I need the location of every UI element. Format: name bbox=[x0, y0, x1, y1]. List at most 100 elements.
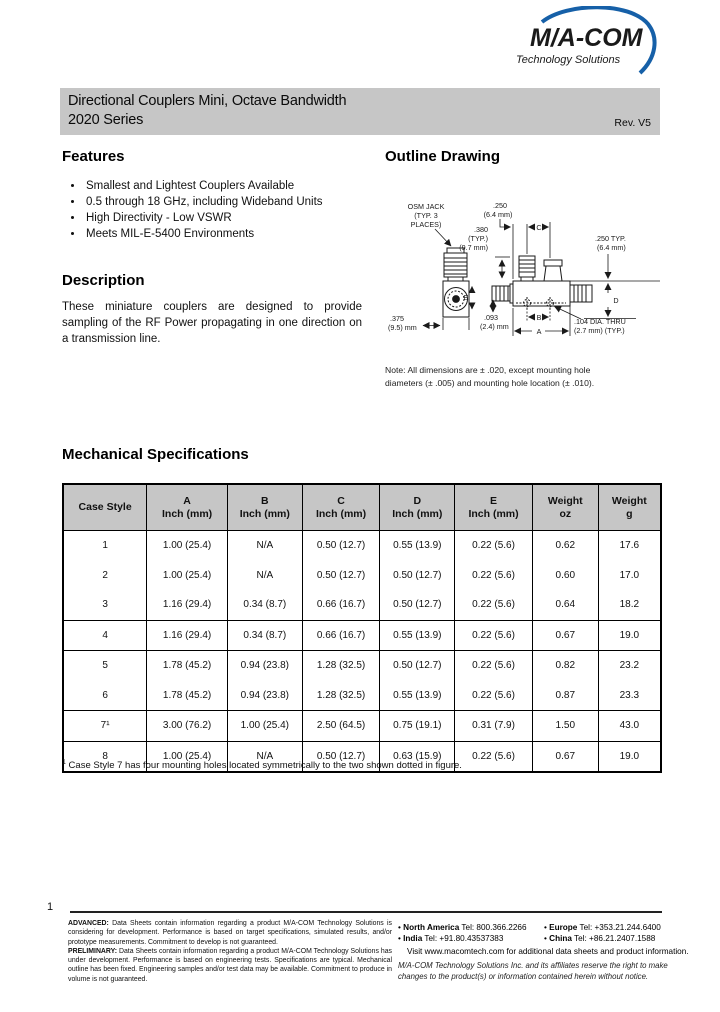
table-cell: 1.00 (25.4) bbox=[146, 530, 228, 561]
table-cell: 3.00 (76.2) bbox=[146, 710, 228, 741]
dim-104-label: .104 DIA. THRU bbox=[574, 317, 626, 326]
dim-a-label: A bbox=[537, 327, 542, 336]
column-header: D Inch (mm) bbox=[379, 484, 455, 531]
features-heading: Features bbox=[62, 148, 125, 165]
contact-india: • India Tel: +91.80.43537383 bbox=[398, 933, 544, 944]
footer-legal: M/A-COM Technology Solutions Inc. and it… bbox=[398, 961, 668, 981]
table-cell: 0.64 bbox=[531, 590, 599, 620]
table-cell: 0.50 (12.7) bbox=[301, 740, 380, 772]
advanced-text: Data Sheets contain information regardin… bbox=[68, 920, 392, 946]
description-body: These miniature couplers are designed to… bbox=[62, 300, 362, 345]
table-cell: 1.00 (25.4) bbox=[226, 710, 303, 741]
table-cell: 17.0 bbox=[597, 560, 661, 590]
dim-380-label: .380 bbox=[474, 225, 488, 234]
table-cell: 1.28 (32.5) bbox=[301, 680, 380, 711]
table-cell: 0.87 bbox=[531, 680, 599, 711]
contact-tel: Tel: +91.80.43537383 bbox=[424, 934, 504, 943]
table-cell: 1.78 (45.2) bbox=[146, 680, 228, 711]
table-cell: 1.16 (29.4) bbox=[146, 590, 228, 620]
preliminary-label: PRELIMINARY: bbox=[68, 947, 117, 955]
advanced-paragraph: ADVANCED: Data Sheets contain informatio… bbox=[68, 919, 392, 947]
table-cell: 8 bbox=[63, 740, 147, 772]
bullet-icon: • bbox=[544, 923, 547, 932]
table-cell: 0.50 (12.7) bbox=[301, 560, 380, 590]
dim-c-label: C bbox=[536, 223, 541, 232]
contact-region: China bbox=[549, 934, 572, 943]
table-cell: 0.66 (16.7) bbox=[301, 619, 380, 651]
contact-tel: Tel: +86.21.2407.1588 bbox=[574, 934, 656, 943]
dim-104-mm-label: (2.7 mm) (TYP.) bbox=[574, 326, 625, 335]
dim-250typ-label: .250 TYP. bbox=[595, 234, 626, 243]
contacts-row: • North America Tel: 800.366.2266 • Euro… bbox=[398, 922, 666, 933]
dim-d-label: D bbox=[613, 296, 618, 305]
table-cell: 1 bbox=[102, 540, 108, 552]
table-cell: 0.22 (5.6) bbox=[454, 619, 533, 651]
column-header: B Inch (mm) bbox=[226, 484, 303, 531]
mech-specs-heading: Mechanical Specifications bbox=[62, 446, 249, 463]
macom-logo-icon: M/A-COM Technology Solutions bbox=[516, 5, 657, 75]
table-cell: 1.28 (32.5) bbox=[301, 650, 380, 681]
table-cell: 0.50 (12.7) bbox=[379, 590, 455, 620]
table-cell: 5 bbox=[63, 650, 147, 681]
dim-250-label: .250 bbox=[493, 201, 507, 210]
drawing-note: Note: All dimensions are ± .020, except … bbox=[385, 364, 685, 389]
table-cell: 1.50 bbox=[531, 710, 599, 741]
contact-tel: Tel: +353.21.244.6400 bbox=[579, 923, 661, 932]
contact-china: • China Tel: +86.21.2407.1588 bbox=[544, 933, 666, 944]
contact-north-america: • North America Tel: 800.366.2266 bbox=[398, 922, 544, 933]
dim-250-mm-label: (6.4 mm) bbox=[484, 210, 513, 219]
table-cell: 1.00 (25.4) bbox=[146, 560, 228, 590]
dim-380-typ-label: (TYP.) bbox=[468, 234, 488, 243]
title-bar: Directional Couplers Mini, Octave Bandwi… bbox=[60, 88, 660, 135]
table-cell: N/A bbox=[226, 560, 303, 590]
bullet-icon: • bbox=[544, 934, 547, 943]
doc-title-line2: 2020 Series bbox=[68, 112, 144, 128]
table-cell: 0.55 (13.9) bbox=[379, 680, 455, 711]
dim-093-label: .093 bbox=[484, 313, 498, 322]
footer-contacts: • North America Tel: 800.366.2266 • Euro… bbox=[398, 922, 689, 957]
table-cell: 1.00 (25.4) bbox=[146, 740, 228, 772]
table-cell: 0.55 (13.9) bbox=[379, 619, 455, 651]
preliminary-paragraph: PRELIMINARY: Data Sheets contain informa… bbox=[68, 947, 392, 984]
table-cell: 19.0 bbox=[597, 619, 661, 651]
dim-380-mm-label: (9.7 mm) bbox=[459, 243, 488, 252]
table-cell: 0.67 bbox=[531, 740, 599, 772]
footer-fineprint: ADVANCED: Data Sheets contain informatio… bbox=[68, 919, 392, 984]
table-row: 3 1.16 (29.4) 0.34 (8.7) 0.66 (16.7) 0.50 (1… bbox=[63, 590, 661, 620]
outline-drawing: OSM JACK (TYP. 3 PLACES) .250 (6.4 mm) .… bbox=[388, 201, 660, 336]
drawing-note-line2: diameters (± .005) and mounting hole loc… bbox=[385, 377, 595, 388]
table-cell: 0.34 (8.7) bbox=[226, 619, 303, 651]
visit-line: Visit www.macomtech.com for additional d… bbox=[407, 947, 689, 956]
bullet-icon: • bbox=[398, 923, 401, 932]
coupler-side-view bbox=[491, 255, 593, 309]
contact-region: India bbox=[403, 934, 423, 943]
outline-heading: Outline Drawing bbox=[385, 148, 501, 165]
table-cell: N/A bbox=[226, 740, 303, 772]
footnote-text: Case Style 7 has four mounting holes loc… bbox=[65, 760, 462, 772]
column-header: C Inch (mm) bbox=[301, 484, 380, 531]
table-cell: 0.50 (12.7) bbox=[379, 560, 455, 590]
table-row: 8 1.00 (25.4) N/A 0.50 (12.7) 0.63 (15.9) 0.2… bbox=[63, 740, 661, 772]
dim-b-label: B bbox=[537, 313, 542, 322]
table-cell: 0.63 (15.9) bbox=[379, 740, 455, 772]
table-cell: 1.78 (45.2) bbox=[146, 650, 228, 681]
revision-label: Rev. V5 bbox=[614, 117, 651, 129]
spec-table: Case Style A Inch (mm) B Inch (mm) C Inch (mm)… bbox=[62, 483, 662, 773]
feature-item: Smallest and Lightest Couplers Available bbox=[84, 179, 364, 195]
osm-jack-label: OSM JACK bbox=[408, 202, 445, 211]
table-cell: 0.31 (7.9) bbox=[454, 710, 533, 741]
contact-region: Europe bbox=[549, 923, 578, 932]
table-cell: 0.62 bbox=[531, 530, 599, 561]
preliminary-text: Data Sheets contain information regardin… bbox=[68, 947, 392, 983]
table-footnote: 1 Case Style 7 has four mounting holes l… bbox=[62, 759, 462, 771]
table-cell: N/A bbox=[226, 530, 303, 561]
macom-logo: M/A-COM Technology Solutions bbox=[512, 5, 664, 78]
table-cell: 23.3 bbox=[597, 680, 661, 711]
table-row: 2 1.00 (25.4) N/A 0.50 (12.7) 0.50 (12.7) 0.2… bbox=[63, 560, 661, 590]
table-cell: 0.22 (5.6) bbox=[454, 740, 533, 772]
table-row: 5 1.78 (45.2) 0.94 (23.8) 1.28 (32.5) 0.50 (… bbox=[63, 650, 661, 681]
dimension-labels: OSM JACK (TYP. 3 PLACES) .250 (6.4 mm) .… bbox=[388, 201, 626, 336]
table-cell: 18.2 bbox=[597, 590, 661, 620]
footnote-marker: 1 bbox=[62, 759, 66, 766]
